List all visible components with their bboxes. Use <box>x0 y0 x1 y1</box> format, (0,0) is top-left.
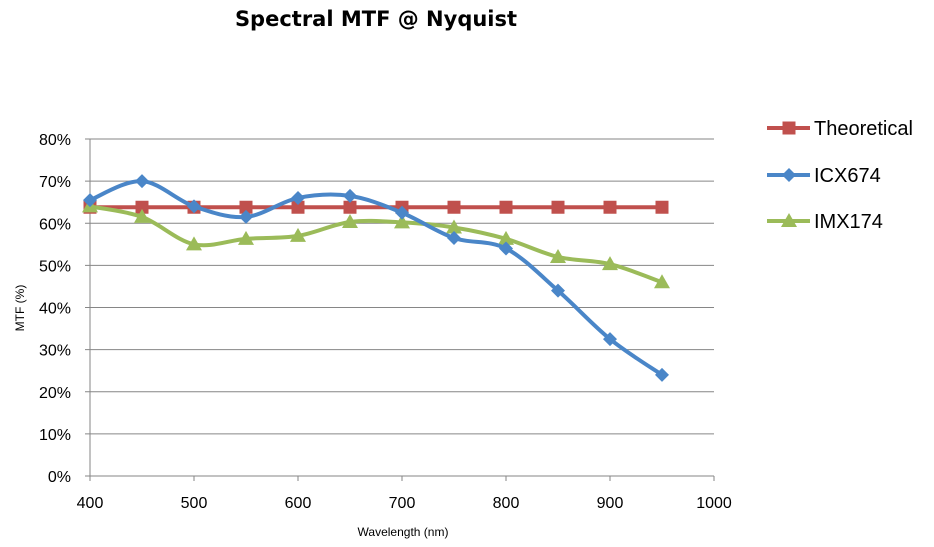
legend-marker-icx674 <box>782 168 796 182</box>
data-point-theoretical <box>447 200 461 214</box>
data-point-icx674 <box>499 241 513 256</box>
x-tick-label: 900 <box>597 495 624 512</box>
data-point-icx674 <box>551 283 565 298</box>
series-line-icx674 <box>88 179 664 377</box>
y-tick-label: 80% <box>39 132 71 149</box>
x-tick-label: 400 <box>77 495 104 512</box>
data-point-theoretical <box>655 200 669 214</box>
legend: Theoretical ICX674 IMX174 <box>767 118 913 233</box>
chart-title: Spectral MTF @ Nyquist <box>235 7 517 31</box>
data-point-icx674 <box>135 174 149 189</box>
legend-item-imx174: IMX174 <box>767 211 883 233</box>
data-point-imx174 <box>654 274 670 289</box>
legend-label-icx674: ICX674 <box>814 165 881 187</box>
data-point-imx174 <box>394 214 410 229</box>
legend-item-theoretical: Theoretical <box>767 118 913 140</box>
y-tick-label: 40% <box>39 301 71 318</box>
legend-marker-imx174 <box>781 213 797 227</box>
y-tick-label: 70% <box>39 174 71 191</box>
data-point-imx174 <box>186 236 202 251</box>
data-point-imx174 <box>446 219 462 234</box>
data-point-imx174 <box>550 248 566 263</box>
data-point-icx674 <box>655 367 669 382</box>
y-tick-label: 30% <box>39 343 71 360</box>
y-tick-label: 0% <box>48 469 71 486</box>
data-point-imx174 <box>290 227 306 242</box>
y-tick-label: 10% <box>39 427 71 444</box>
data-point-theoretical <box>239 200 253 214</box>
y-axis-label: MTF (%) <box>13 285 27 332</box>
data-point-icx674 <box>83 193 97 208</box>
data-point-imx174 <box>498 230 514 245</box>
data-point-icx674 <box>447 230 461 245</box>
y-axis-ticks: 0% 10% 20% 30% 40% 50% 60% 70% 80% <box>39 132 90 486</box>
legend-label-imx174: IMX174 <box>814 211 883 233</box>
data-point-theoretical <box>135 200 149 214</box>
y-tick-label: 50% <box>39 258 71 275</box>
data-point-imx174 <box>238 230 254 245</box>
y-tick-label: 60% <box>39 216 71 233</box>
data-point-icx674 <box>395 205 409 220</box>
x-axis-ticks: 400 500 600 700 800 900 1000 <box>77 476 732 512</box>
data-point-imx174 <box>602 256 618 271</box>
x-tick-label: 700 <box>389 495 416 512</box>
data-point-theoretical <box>499 200 513 214</box>
data-point-icx674 <box>291 190 305 205</box>
data-point-icx674 <box>239 209 253 224</box>
x-tick-label: 500 <box>181 495 208 512</box>
legend-label-theoretical: Theoretical <box>814 118 913 140</box>
data-point-theoretical <box>603 200 617 214</box>
x-tick-label: 800 <box>493 495 520 512</box>
gridlines <box>90 138 714 435</box>
series-group <box>82 174 670 382</box>
y-tick-label: 20% <box>39 385 71 402</box>
data-point-imx174 <box>134 208 150 223</box>
data-point-icx674 <box>603 332 617 347</box>
x-tick-label: 1000 <box>696 495 732 512</box>
data-point-theoretical <box>343 200 357 214</box>
series-icx674 <box>83 174 669 382</box>
data-point-theoretical <box>291 200 305 214</box>
x-tick-label: 600 <box>285 495 312 512</box>
data-point-imx174 <box>342 213 358 228</box>
legend-marker-theoretical <box>782 121 796 135</box>
series-line-imx174 <box>88 204 664 285</box>
x-axis-label: Wavelength (nm) <box>358 525 449 539</box>
data-point-theoretical <box>551 200 565 214</box>
data-point-icx674 <box>343 188 357 203</box>
series-imx174 <box>82 198 670 289</box>
legend-item-icx674: ICX674 <box>767 165 881 187</box>
data-point-icx674 <box>187 199 201 214</box>
